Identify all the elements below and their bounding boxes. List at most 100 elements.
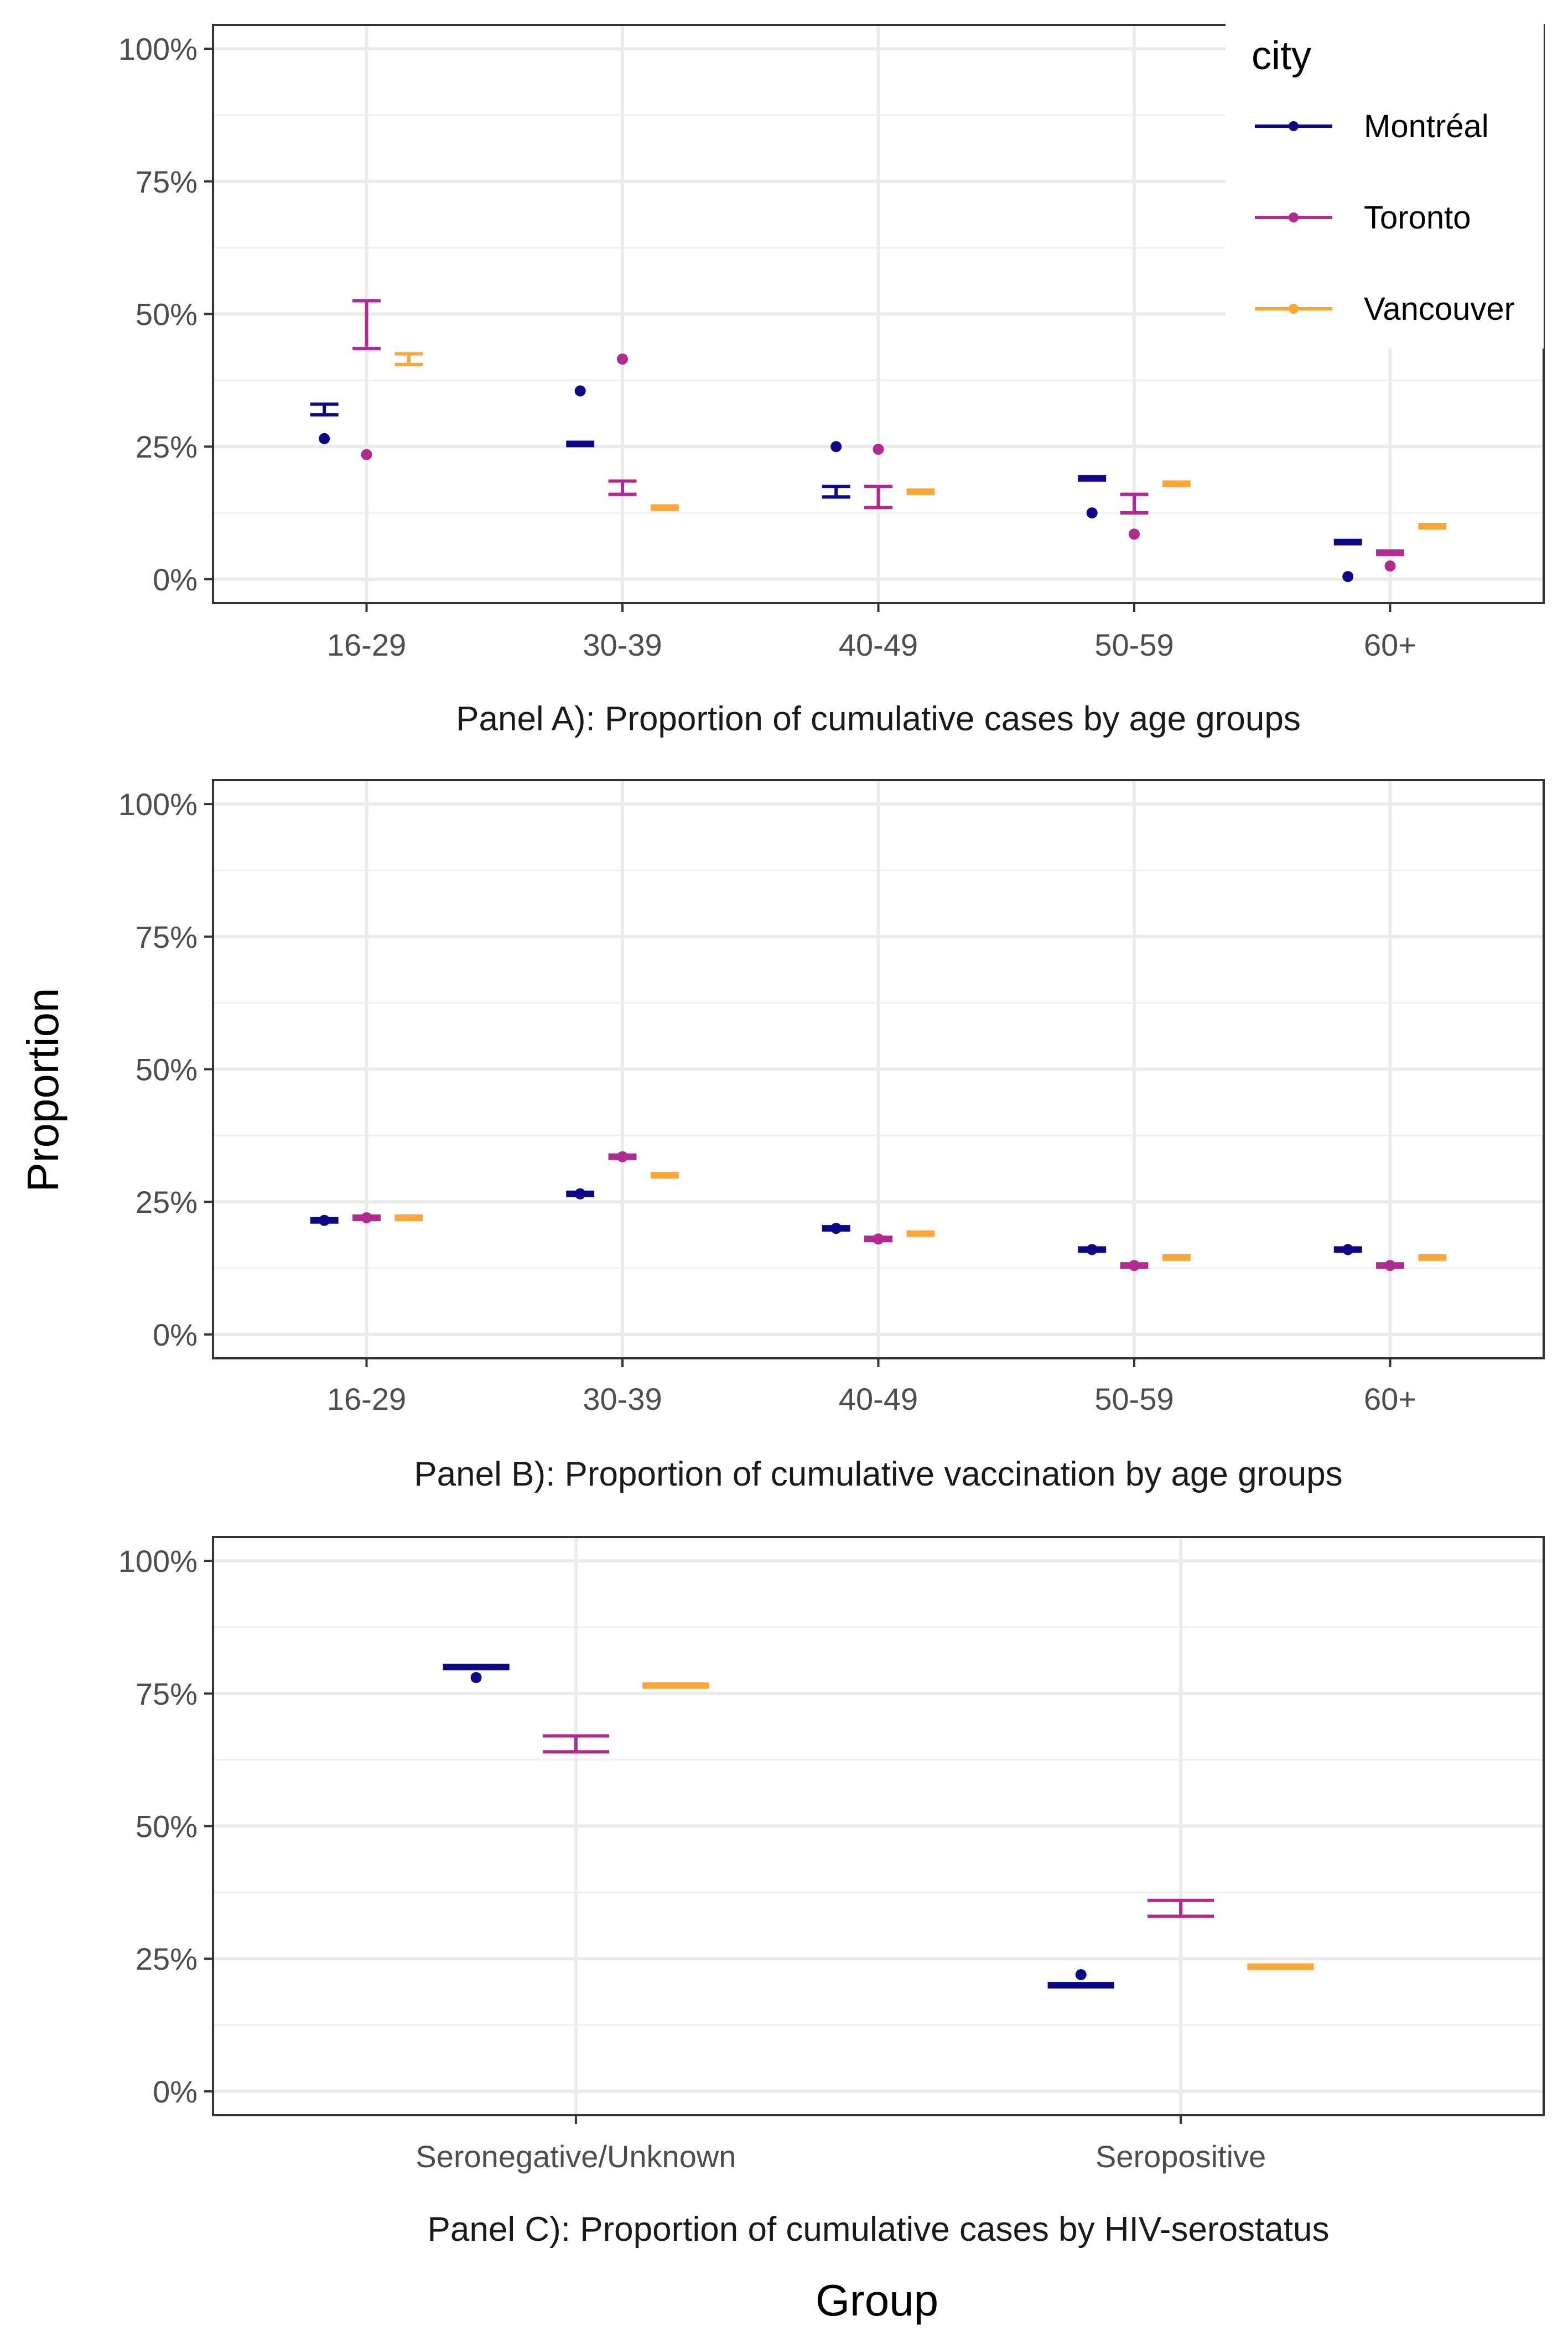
error-bar: [1418, 522, 1447, 529]
y-tick-label: 50%: [136, 1809, 198, 1844]
error-bar: [394, 352, 423, 366]
x-tick-label: 50-59: [1094, 627, 1174, 662]
observed-point: [470, 1672, 482, 1684]
observed-point: [873, 443, 884, 455]
y-tick-label: 100%: [118, 1544, 198, 1579]
observed-point: [1086, 1244, 1098, 1255]
y-tick-label: 50%: [136, 1052, 198, 1087]
panels: 0% 25% 50% 75% 100% 16-29 30-39 40-49 50-59 60+ Pa…: [118, 24, 1545, 2249]
estimate-mark: [1047, 1982, 1114, 1989]
estimate-mark: [1162, 1254, 1191, 1261]
estimate-mark: [394, 1214, 423, 1221]
observed-point: [1342, 571, 1354, 583]
x-tick-label: 16-29: [327, 1382, 406, 1416]
error-bar: [542, 1734, 610, 1754]
series-Toronto: [352, 299, 1404, 572]
y-tick-label: 25%: [136, 1941, 198, 1976]
panel-border: [212, 779, 1545, 1359]
x-tick-label: 40-49: [839, 627, 918, 662]
panel-b: 0% 25% 50% 75% 100% 16-29 30-39 40-49 50-59 60+ Pa…: [118, 779, 1545, 1493]
estimate-mark: [642, 1682, 709, 1689]
observed-point: [574, 1188, 586, 1200]
observed-point: [361, 449, 372, 460]
error-bar: [864, 485, 892, 510]
panel-border: [212, 1536, 1545, 2116]
observed-point: [1129, 528, 1140, 540]
y-tick-label: 75%: [136, 164, 198, 199]
estimate-mark: [1418, 522, 1447, 529]
x-tick-label: 60+: [1364, 1382, 1416, 1416]
x-tick-label: 40-49: [839, 1382, 918, 1416]
y-tick-label: 50%: [136, 297, 198, 332]
error-bar: [822, 485, 850, 499]
observed-point: [361, 1212, 372, 1223]
observed-point: [319, 433, 330, 444]
legend-label: Toronto: [1364, 200, 1471, 236]
error-bar: [566, 440, 595, 448]
legend-key-point: [1289, 212, 1299, 222]
error-bar: [1147, 1898, 1214, 1918]
observed-point: [1129, 1260, 1140, 1271]
legend-entry: Vancouver: [1255, 291, 1515, 327]
x-tick-label: 30-39: [583, 1382, 662, 1416]
observed-point: [1384, 560, 1396, 572]
x-axis-title: Group: [816, 2276, 938, 2325]
error-bar: [1078, 475, 1107, 482]
error-bar: [1247, 1963, 1314, 1970]
error-bar: [650, 1172, 679, 1179]
error-bar: [1162, 480, 1191, 487]
series-Vancouver: [394, 1172, 1447, 1261]
observed-point: [1075, 1969, 1087, 1980]
estimate-mark: [650, 504, 679, 511]
observed-point: [1086, 507, 1098, 519]
legend-label: Vancouver: [1364, 291, 1515, 327]
observed-point: [319, 1214, 330, 1226]
error-bar: [1333, 538, 1362, 546]
estimate-mark: [566, 440, 595, 448]
estimate-mark: [650, 1172, 679, 1179]
legend-entry: Montréal: [1255, 108, 1489, 144]
error-bar: [642, 1682, 709, 1689]
estimate-mark: [443, 1663, 510, 1670]
x-tick-label: 30-39: [583, 627, 662, 662]
panel-caption: Panel A): Proportion of cumulative cases…: [456, 700, 1301, 738]
series-Vancouver: [642, 1682, 1314, 1970]
error-bar: [352, 299, 381, 350]
observed-point: [574, 385, 586, 397]
observed-point: [1384, 1260, 1396, 1271]
error-bar: [1162, 1254, 1191, 1261]
observed-point: [617, 353, 628, 365]
y-tick-label: 0%: [153, 1317, 198, 1352]
series-Montréal: [443, 1663, 1114, 1989]
y-tick-label: 100%: [118, 32, 198, 66]
estimate-mark: [1333, 538, 1362, 546]
estimate-mark: [906, 488, 935, 495]
x-tick-label: Seronegative/Unknown: [416, 2139, 736, 2174]
estimate-mark: [1078, 475, 1107, 482]
observed-point: [1342, 1244, 1354, 1255]
legend-key-point: [1289, 304, 1299, 314]
x-tick-label: 60+: [1364, 627, 1416, 662]
panel-caption: Panel C): Proportion of cumulative cases…: [428, 2210, 1330, 2249]
error-bar: [1418, 1254, 1447, 1261]
x-tick-label: 16-29: [327, 627, 406, 662]
error-bar: [394, 1214, 423, 1221]
series-Montréal: [310, 385, 1362, 583]
error-bar: [1047, 1982, 1114, 1989]
legend-entry: Toronto: [1255, 200, 1471, 236]
y-tick-label: 25%: [136, 429, 198, 464]
y-tick-label: 25%: [136, 1185, 198, 1219]
legend: city Montréal Toronto Vancouver: [1226, 22, 1544, 349]
series-Toronto: [352, 1151, 1404, 1271]
error-bar: [1376, 549, 1404, 556]
error-bar: [906, 488, 935, 495]
estimate-mark: [1418, 1254, 1447, 1261]
estimate-mark: [1376, 549, 1404, 556]
observed-point: [830, 1223, 842, 1234]
x-tick-label: 50-59: [1094, 1382, 1174, 1416]
x-tick-label: Seropositive: [1095, 2139, 1266, 2174]
observed-point: [830, 441, 842, 453]
observed-point: [617, 1151, 628, 1162]
legend-title: city: [1252, 34, 1311, 78]
